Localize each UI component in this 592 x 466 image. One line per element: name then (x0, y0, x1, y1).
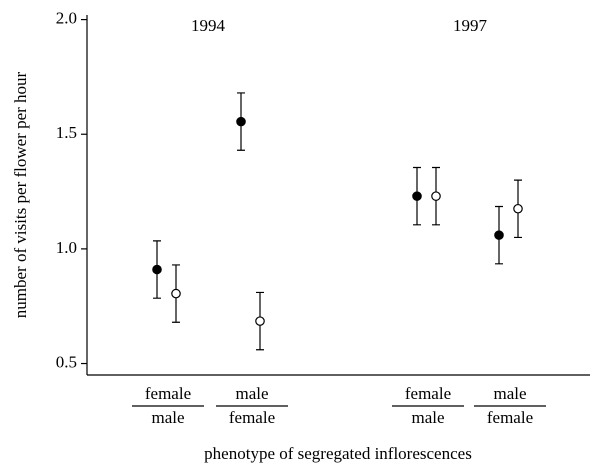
y-axis-label: number of visits per flower per hour (11, 71, 30, 318)
x-tick-label: female (145, 384, 191, 403)
x-tick-label: female (487, 408, 533, 427)
point (513, 203, 523, 214)
y-tick-label: 0.5 (56, 352, 77, 371)
point (494, 230, 504, 240)
point (412, 191, 422, 201)
x-tick-label: female (405, 384, 451, 403)
point (152, 264, 162, 275)
point (431, 191, 441, 201)
x-tick-label: female (229, 408, 275, 427)
x-tick-label: male (493, 384, 526, 403)
annotation: 1997 (453, 16, 488, 35)
x-tick-label: male (411, 408, 444, 427)
annotation: 1994 (191, 16, 226, 35)
x-axis-label: phenotype of segregated inflorescences (204, 444, 472, 463)
y-tick-label: 1.5 (56, 123, 77, 142)
point (255, 316, 265, 326)
y-tick-label: 2.0 (56, 8, 77, 27)
x-tick-label: male (151, 408, 184, 427)
point (171, 288, 181, 299)
y-tick-label: 1.0 (56, 238, 77, 257)
x-tick-label: male (235, 384, 268, 403)
point (236, 116, 246, 127)
